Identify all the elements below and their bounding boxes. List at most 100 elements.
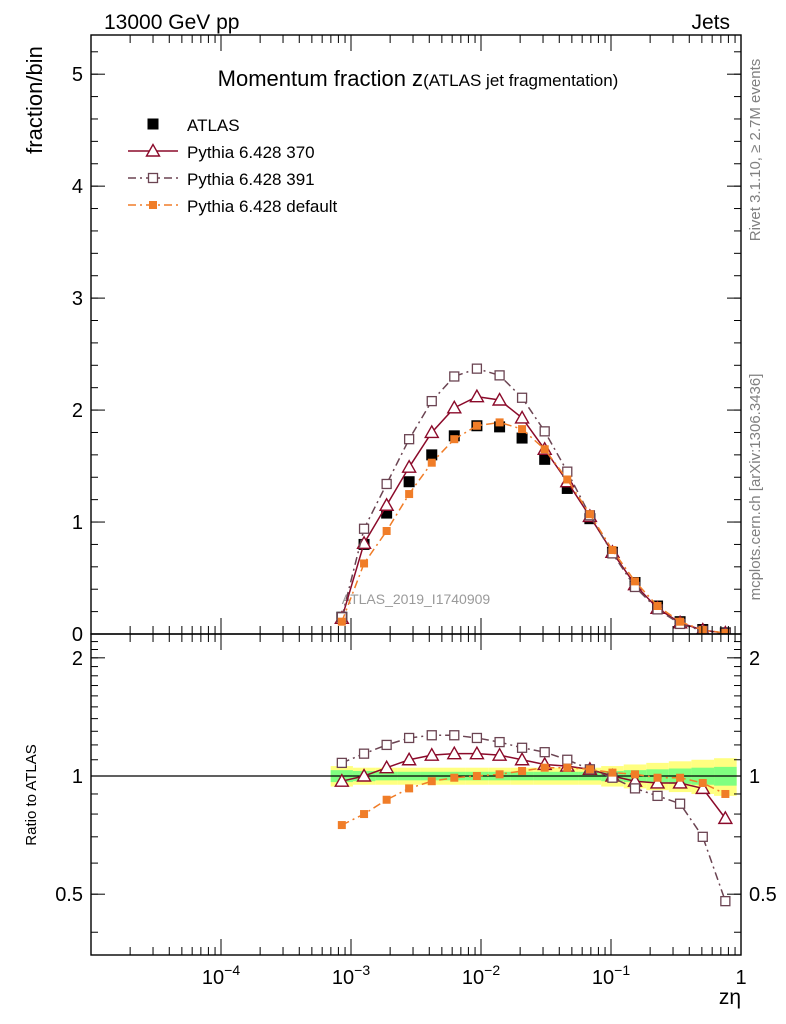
analysis-watermark: ATLAS_2019_I1740909 — [342, 591, 491, 607]
main-series-3-point-10 — [563, 475, 572, 484]
ratio-series-1-point-5 — [449, 730, 460, 741]
ratio-ytick-label: 0.5 — [55, 884, 83, 906]
ratio-series-2-point-13 — [631, 770, 640, 779]
main-series-1-point-8 — [514, 409, 530, 424]
ratio-series-2-point-8 — [518, 766, 527, 775]
header-process-label: Jets — [691, 11, 730, 34]
main-series-2-point-2 — [381, 478, 392, 490]
main-ytick-label: 5 — [72, 64, 83, 86]
main-series-2-point-1 — [358, 523, 370, 534]
main-ytick-label: 0 — [72, 624, 83, 646]
main-series-2-point-6 — [471, 363, 483, 374]
main-ylabel: fraction/bin — [22, 46, 47, 154]
ratio-series-2-point-6 — [472, 772, 481, 781]
ratio-series-2-point-14 — [653, 773, 662, 782]
ratio-series-2-point-0 — [337, 821, 346, 830]
header-energy-label: 13000 GeV pp — [104, 11, 239, 34]
ratio-series-1-point-3 — [403, 732, 415, 744]
ratio-series-1-point-2 — [381, 739, 392, 751]
main-series-0-point-10 — [561, 482, 573, 494]
ratio-series-2-point-7 — [495, 770, 504, 779]
main-series-3-point-7 — [495, 418, 504, 427]
ratio-ytick-label-right: 2 — [749, 648, 760, 670]
main-series-3-point-15 — [676, 617, 685, 626]
ratio-series-1-point-17 — [720, 895, 731, 907]
ratio-series-0-point-8 — [514, 751, 530, 766]
ratio-series-1-point-8 — [516, 742, 528, 753]
legend-marker-2 — [147, 172, 159, 184]
main-series-3-point-2 — [382, 526, 391, 535]
ratio-series-0-point-1 — [356, 768, 372, 782]
main-ytick-label: 2 — [72, 400, 83, 422]
main-series-0-point-3 — [403, 476, 415, 488]
ratio-series-0-point-2 — [378, 759, 395, 774]
main-series-3-point-6 — [472, 421, 481, 430]
main-series-3-point-4 — [427, 458, 436, 467]
main-title: Momentum fraction z(ATLAS jet fragmentat… — [218, 66, 619, 91]
main-series-0-point-9 — [539, 453, 551, 465]
ratio-series-0-point-6 — [469, 745, 485, 760]
rivet-version-label: Rivet 3.1.10, ≥ 2.7M events — [747, 59, 764, 242]
main-series-2-point-10 — [562, 466, 573, 477]
main-series-1-point-6 — [469, 388, 485, 403]
ratio-series-0-point-14 — [649, 775, 666, 789]
ratio-series-0-point-5 — [446, 745, 462, 760]
legend-marker-1 — [145, 143, 161, 157]
ratio-ytick-label-right: 0.5 — [749, 884, 777, 906]
main-series-3-point-13 — [631, 577, 640, 586]
ratio-series-1-point-1 — [358, 748, 370, 759]
main-title-sub: (ATLAS jet fragmentation) — [423, 71, 618, 90]
xtick-label: 10−3 — [332, 962, 370, 989]
main-series-2-point-7 — [494, 370, 505, 381]
main-ytick-label: 4 — [72, 176, 83, 198]
ratio-series-2-point-5 — [450, 773, 459, 782]
ratio-series-2-point-1 — [360, 810, 369, 819]
main-series-3-point-12 — [608, 546, 617, 555]
main-series-2-point-4 — [426, 395, 437, 407]
legend-marker-3 — [149, 201, 157, 209]
main-series-1-point-5 — [446, 399, 462, 414]
main-series-3-point-1 — [360, 559, 369, 568]
main-series-1-point-3 — [401, 459, 417, 473]
ratio-ytick-label-right: 1 — [749, 766, 760, 788]
main-series-line-2 — [341, 367, 726, 634]
ratio-series-2-point-16 — [698, 778, 707, 787]
ratio-series-1-point-10 — [562, 754, 573, 765]
ratio-ylabel: Ratio to ATLAS — [23, 744, 40, 845]
xtick-label: 10−2 — [462, 962, 500, 989]
legend: ATLAS Pythia 6.428 370 Pythia 6.428 391 Pyt… — [128, 116, 338, 216]
ratio-frame — [90, 633, 742, 956]
ratio-series-2-point-17 — [721, 789, 730, 798]
ratio-series-1-point-15 — [674, 798, 686, 809]
ratio-series-0-point-17 — [717, 810, 734, 825]
main-series-3-point-3 — [405, 490, 414, 499]
main-series-0-point-4 — [426, 449, 438, 461]
ratio-ytick-label: 2 — [72, 648, 83, 670]
main-series-2-point-8 — [516, 392, 528, 403]
xtick-label: 10−4 — [202, 962, 240, 989]
ratio-series-0-point-3 — [401, 751, 417, 766]
main-series-3-point-0 — [337, 617, 346, 626]
main-series-1-point-7 — [491, 392, 508, 406]
ratio-series-0-point-4 — [424, 747, 440, 761]
main-series-1-point-2 — [378, 497, 395, 511]
ratio-series-1-point-14 — [652, 790, 663, 802]
axes: 0 1 2 3 4 5 0.5 0.5 1 1 2 2 10−4 10−3 10−2 10−1 1 — [55, 34, 777, 989]
legend-label-0: ATLAS — [187, 116, 240, 135]
mcplots-reference-label: mcplots.cern.ch [arXiv:1306.3436] — [747, 374, 764, 601]
main-series-2-point-5 — [449, 371, 460, 382]
main-series-0-point-8 — [516, 432, 528, 444]
main-series-3-point-5 — [450, 435, 459, 444]
ratio-series-2-point-3 — [405, 784, 414, 793]
ratio-series-2-point-12 — [608, 768, 617, 777]
ratio-series-0-point-0 — [334, 773, 350, 787]
legend-label-1: Pythia 6.428 370 — [187, 143, 315, 162]
ratio-ytick-label: 1 — [72, 766, 83, 788]
main-series-1-point-4 — [424, 424, 440, 439]
main-title-text: Momentum fraction z — [218, 66, 423, 91]
ratio-series-2-point-4 — [427, 777, 436, 786]
ratio-series-1-point-9 — [539, 747, 550, 758]
xtick-label: 10−1 — [592, 962, 630, 989]
main-series-0-point-2 — [381, 507, 393, 519]
